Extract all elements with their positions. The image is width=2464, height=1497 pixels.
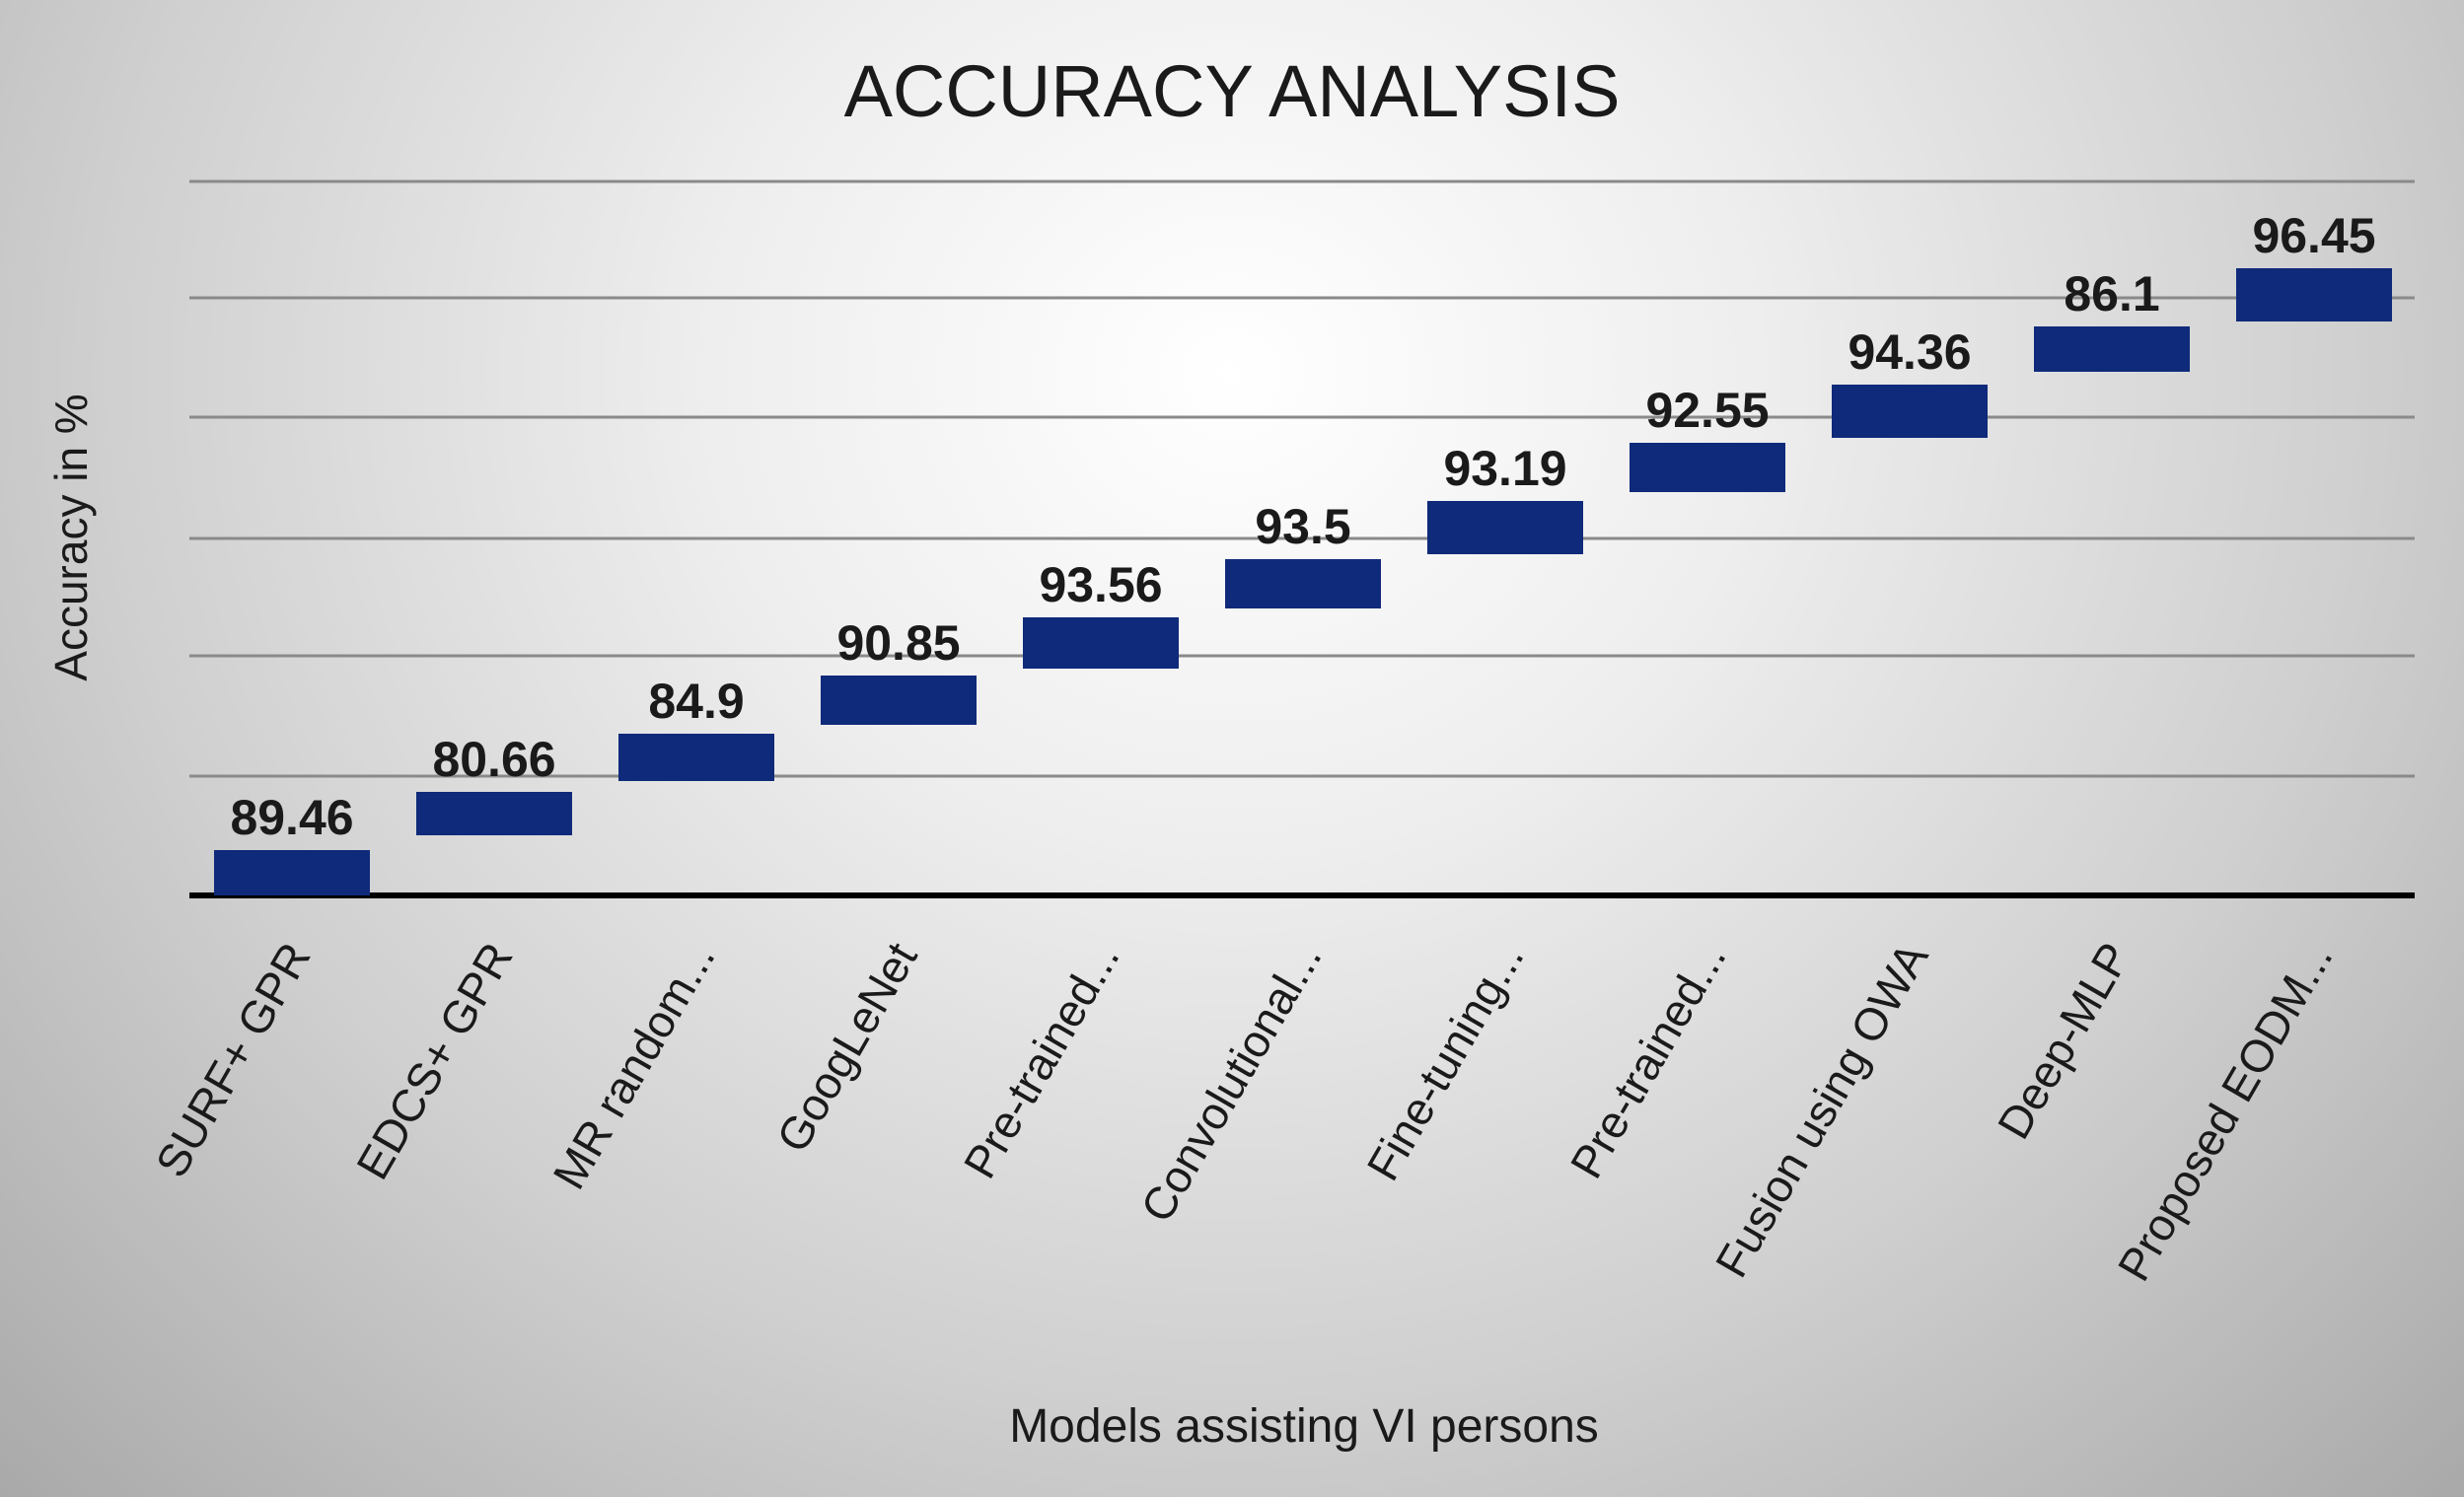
category-label: Pre-trained... bbox=[954, 934, 1129, 1186]
data-label: 89.46 bbox=[230, 790, 353, 845]
category-label: Fusion using OWA bbox=[1705, 934, 1938, 1286]
category-label: Convolutional... bbox=[1130, 934, 1332, 1231]
data-label: 80.66 bbox=[432, 732, 555, 787]
category-label: GoogLeNet bbox=[766, 934, 927, 1161]
category-label: Proposed EODM... bbox=[2108, 934, 2343, 1289]
chart-title: ACCURACY ANALYSIS bbox=[844, 50, 1621, 132]
data-label: 93.5 bbox=[1255, 499, 1350, 554]
category-labels: SURF+ GPR EDCS+ GPR MR random... GoogLeNet P… bbox=[145, 934, 2342, 1290]
bar-marker bbox=[2034, 326, 2190, 372]
data-label: 86.1 bbox=[2064, 266, 2159, 321]
category-label: Deep-MLP bbox=[1988, 934, 2140, 1147]
bar-marker bbox=[1427, 501, 1583, 554]
bar-marker bbox=[618, 734, 774, 781]
bar-marker bbox=[1630, 443, 1785, 492]
data-label: 94.36 bbox=[1848, 324, 1971, 380]
data-label: 90.85 bbox=[836, 615, 960, 671]
x-axis-label: Models assisting VI persons bbox=[1009, 1400, 1599, 1453]
bar-marker bbox=[1023, 617, 1179, 669]
data-label: 92.55 bbox=[1645, 383, 1769, 438]
bar-markers bbox=[214, 268, 2392, 895]
bar-marker bbox=[416, 792, 572, 835]
gridlines bbox=[189, 179, 2415, 778]
bar-marker bbox=[214, 850, 370, 895]
data-label: 93.56 bbox=[1039, 557, 1162, 612]
bar-marker bbox=[1832, 385, 1988, 438]
bar-marker bbox=[1225, 559, 1381, 608]
y-axis-label: Accuracy in % bbox=[45, 393, 97, 680]
category-label: SURF+ GPR bbox=[145, 934, 320, 1185]
category-label: Fine-tuning... bbox=[1356, 934, 1533, 1189]
data-label: 93.19 bbox=[1443, 441, 1566, 496]
data-labels: 89.46 80.66 84.9 90.85 93.56 93.5 93.19 92.55 94… bbox=[230, 208, 2375, 845]
category-label: Pre-trained... bbox=[1560, 934, 1736, 1186]
bar-marker bbox=[821, 676, 977, 725]
bar-marker bbox=[2236, 268, 2392, 321]
category-label: EDCS+ GPR bbox=[346, 934, 523, 1187]
category-label: MR random... bbox=[543, 934, 724, 1197]
data-label: 84.9 bbox=[648, 674, 744, 729]
data-label: 96.45 bbox=[2252, 208, 2375, 263]
